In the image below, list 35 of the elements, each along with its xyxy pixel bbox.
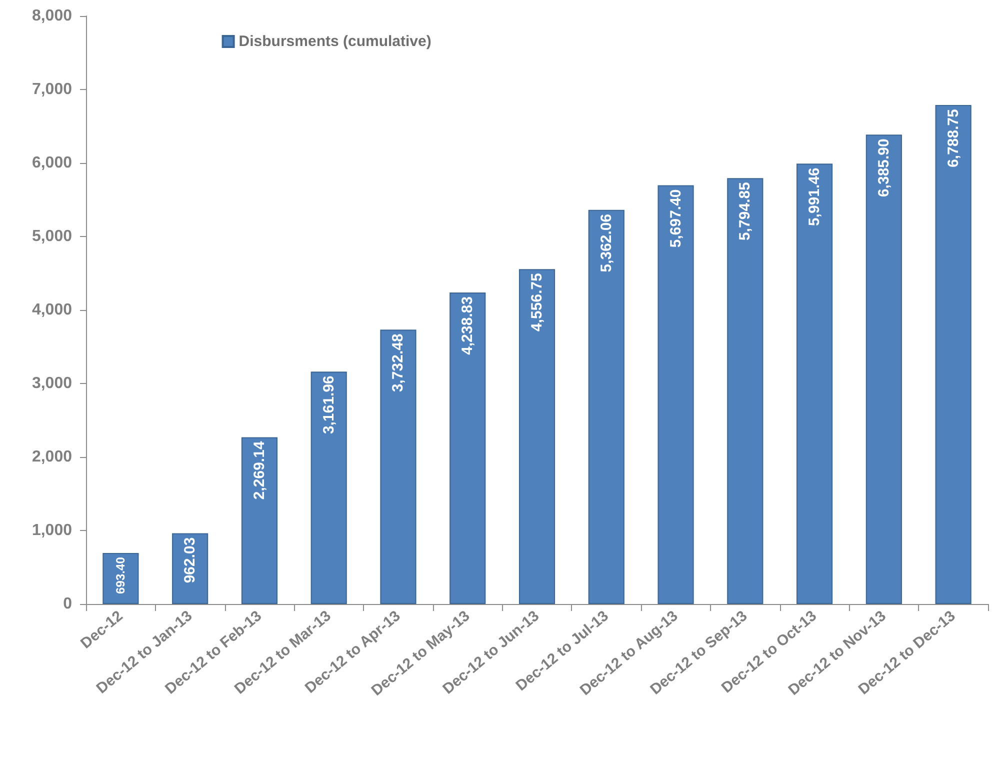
bar [102,553,139,604]
bar [935,105,972,604]
bar [796,164,833,604]
y-tick-label: 4,000 [32,302,72,318]
bar [450,292,486,604]
bar [241,437,278,604]
y-tick-label: 2,000 [32,448,72,466]
data-label: 3,732.48 [390,334,407,392]
data-label: 4,556.75 [528,273,546,332]
data-label: 2,269.14 [250,440,268,500]
y-tick-label: 8,000 [32,8,72,24]
data-label: 5,697.40 [667,189,684,248]
data-label: 6,385.90 [875,138,892,198]
data-label: 693.40 [114,556,128,594]
data-label: 4,238.83 [459,296,476,355]
y-tick-label: 7,000 [32,81,72,98]
bar [727,178,764,604]
bar [380,330,416,604]
data-label: 962.03 [182,537,199,584]
y-tick-label: 6,000 [32,154,72,172]
bar [658,185,694,604]
y-tick-label: 1,000 [32,522,72,539]
bar [310,372,347,604]
y-tick-label: 0 [63,596,72,612]
data-label: 5,794.85 [736,182,754,240]
bar [866,134,902,604]
y-tick-label: 3,000 [32,375,72,392]
data-label: 5,991.46 [806,168,824,226]
y-tick-label: 5,000 [32,228,72,245]
data-label: 3,161.96 [320,376,338,434]
data-label: 6,788.75 [944,109,962,168]
bar [518,269,556,604]
bar [588,210,624,604]
data-label: 5,362.06 [598,214,615,272]
legend-label: Disbursments (cumulative) [238,33,432,50]
